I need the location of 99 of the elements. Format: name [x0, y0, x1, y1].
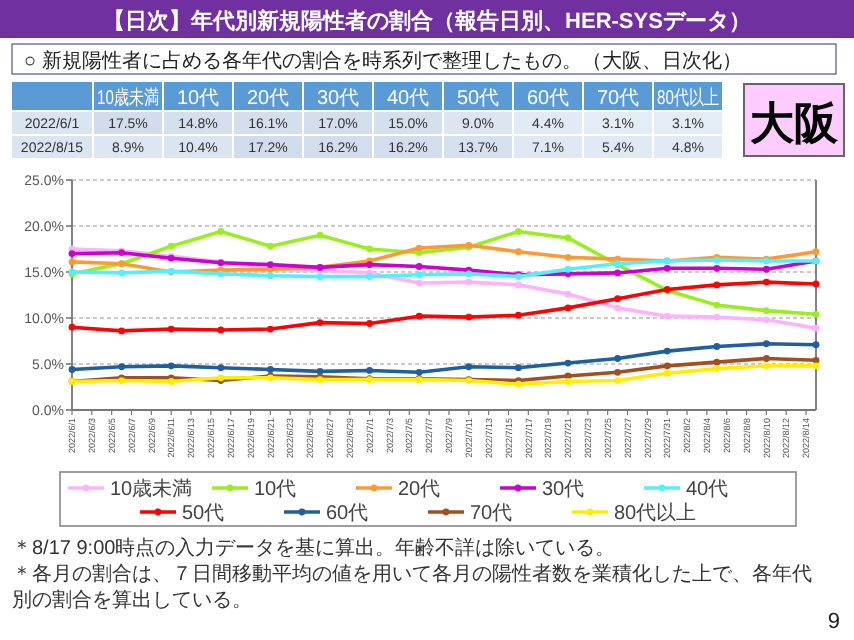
- point: [118, 327, 125, 335]
- point: [465, 363, 473, 371]
- point: [713, 281, 721, 289]
- point: [663, 347, 671, 355]
- chart-title: 【日次】年代別新規陽性者の割合（報告日別、HER-SYSデータ）: [103, 8, 751, 34]
- x-tick-label: 80代以上: [657, 86, 740, 110]
- point: [515, 248, 522, 256]
- point: [812, 356, 820, 364]
- point: [415, 368, 423, 376]
- point: [663, 362, 671, 370]
- point: [515, 281, 522, 289]
- point: [415, 271, 423, 279]
- x-tick-label: 60代: [526, 88, 570, 110]
- point: [812, 324, 820, 332]
- point: [713, 365, 721, 372]
- legend-label: 50代: [182, 503, 225, 525]
- legend-label: 60代: [326, 503, 369, 525]
- legend-label: 10歳未満: [110, 477, 193, 501]
- point: [167, 242, 175, 250]
- point: [564, 265, 572, 273]
- point: [167, 325, 175, 333]
- point: [167, 362, 175, 370]
- point: [68, 323, 76, 331]
- point: [415, 279, 423, 287]
- point: [316, 231, 324, 239]
- point: [614, 355, 621, 362]
- point: [68, 366, 76, 373]
- point: [614, 295, 621, 303]
- point: [713, 264, 721, 272]
- point: [713, 358, 721, 366]
- point: [366, 245, 373, 253]
- point: [763, 307, 770, 315]
- point: [515, 228, 522, 235]
- point: [217, 364, 225, 372]
- point: [217, 228, 225, 235]
- legend-label: 30代: [542, 479, 585, 501]
- legend-label: 80代以上: [614, 501, 697, 525]
- point: [217, 326, 225, 334]
- point: [812, 310, 820, 318]
- point: [415, 263, 423, 270]
- point: [614, 304, 621, 312]
- point: [812, 341, 820, 349]
- point: [267, 242, 274, 250]
- text: 9: [827, 610, 840, 634]
- point: [564, 290, 572, 298]
- point: [663, 264, 671, 272]
- point: [366, 320, 373, 327]
- point: [812, 248, 820, 256]
- point: [68, 258, 76, 266]
- point: [564, 304, 572, 312]
- point: [763, 316, 770, 324]
- point: [267, 325, 274, 333]
- point: [763, 355, 770, 362]
- point: [465, 313, 473, 321]
- x-tick-label: 40代: [386, 88, 430, 110]
- point: [663, 369, 671, 377]
- point: [713, 343, 721, 350]
- x-tick-label: 10代: [176, 88, 220, 110]
- point: [564, 378, 572, 385]
- point: [763, 278, 770, 286]
- x-tick-label: 20代: [246, 88, 290, 110]
- legend-label: 10代: [254, 479, 297, 501]
- legend-label: 40代: [686, 479, 729, 501]
- x-tick-label: 30代: [316, 88, 360, 110]
- point: [316, 319, 324, 326]
- point: [267, 272, 274, 280]
- point: [267, 366, 274, 373]
- point: [515, 311, 522, 319]
- point: [316, 273, 324, 280]
- legend-label: 20代: [398, 479, 441, 501]
- point: [614, 269, 621, 277]
- point: [415, 244, 423, 252]
- point: [763, 362, 770, 370]
- point: [415, 312, 423, 320]
- point: [515, 364, 522, 372]
- point: [812, 280, 820, 288]
- point: [763, 340, 770, 348]
- point: [812, 362, 820, 370]
- point: [713, 301, 721, 309]
- point: [118, 269, 125, 277]
- text: ＊8/17 9:00時点の入力データを基に算出。年齢不詳は除いている。: [12, 536, 616, 560]
- text: ＊各月の割合は、７日間移動平均の値を用いて各月の陽性者数を業積化した上で、各年代別の割合を算出している。: [12, 562, 812, 612]
- point: [564, 253, 572, 261]
- text: 大阪: [750, 98, 840, 148]
- chart-subtitle: ○ 新規陽性者に占める各年代の割合を時系列で整理したもの。（大阪、日次化）: [24, 49, 742, 73]
- point: [763, 265, 770, 273]
- point: [118, 363, 125, 371]
- point: [68, 250, 76, 257]
- x-tick-label: 50代: [456, 88, 500, 110]
- point: [663, 312, 671, 320]
- point: [564, 234, 572, 242]
- point: [614, 377, 621, 384]
- legend-label: 70代: [470, 503, 513, 525]
- point: [614, 368, 621, 376]
- x-tick-label: 70代: [596, 88, 640, 110]
- point: [713, 313, 721, 321]
- point: [564, 359, 572, 367]
- point: [465, 278, 473, 286]
- point: [366, 367, 373, 374]
